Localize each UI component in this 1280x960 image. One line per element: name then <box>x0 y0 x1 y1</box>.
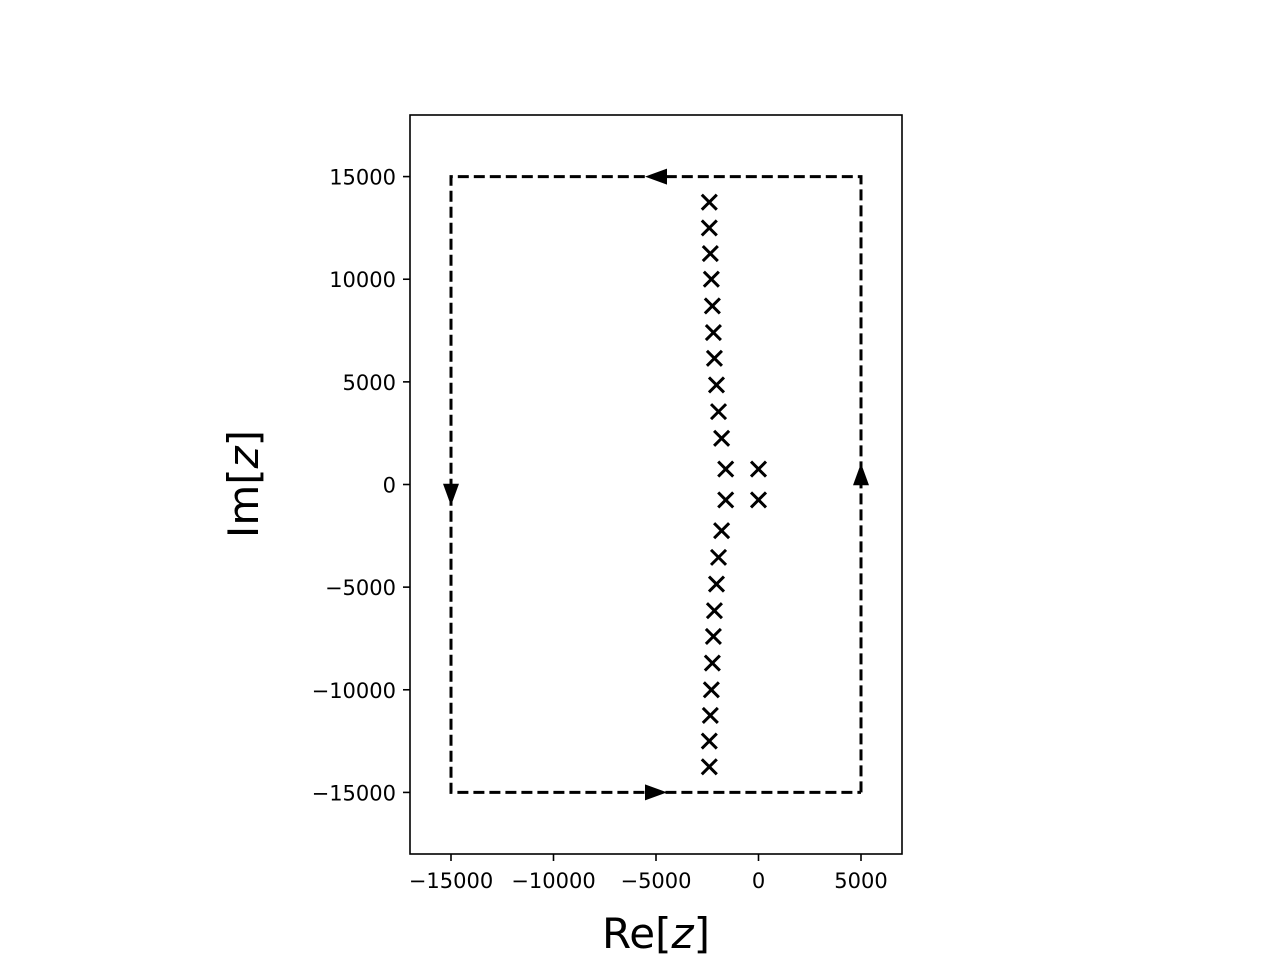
pole-marker <box>717 460 735 478</box>
pole-marker <box>701 706 719 724</box>
y-tick-label: 15000 <box>329 166 396 190</box>
pole-marker <box>749 460 768 478</box>
pole-marker <box>709 403 728 421</box>
x-tick-label: −15000 <box>409 869 493 893</box>
pole-marker <box>713 429 731 447</box>
pole-marker <box>709 548 728 566</box>
pole-marker <box>702 681 720 699</box>
pole-marker <box>702 270 720 288</box>
x-tick-label: −5000 <box>620 869 691 893</box>
pole-marker <box>700 193 718 211</box>
pole-marker <box>749 491 768 509</box>
contour-arrow-right <box>645 784 667 801</box>
pole-marker <box>703 297 721 315</box>
pole-marker <box>700 732 718 750</box>
pole-marker <box>703 654 721 672</box>
contour-arrow-down <box>443 483 459 506</box>
pole-marker <box>704 324 722 342</box>
pole-marker <box>705 602 723 620</box>
pole-marker <box>700 758 718 776</box>
y-tick-label: −10000 <box>312 679 396 703</box>
contour-arrow-left <box>645 168 667 185</box>
y-tick-label: 5000 <box>343 371 396 395</box>
pole-marker <box>717 491 735 509</box>
y-axis-label: Im[z] <box>219 430 268 538</box>
y-tick-label: 10000 <box>329 268 396 292</box>
contour-path <box>449 175 863 794</box>
y-tick-label: 0 <box>383 474 396 498</box>
x-tick-label: −10000 <box>511 869 595 893</box>
pole-marker <box>700 219 718 237</box>
plot-frame <box>409 114 903 855</box>
contour-arrow-up <box>853 463 869 486</box>
axes: −15000 −10000 −5000 0 5000 −15000 −10000 −5000 0… <box>312 166 888 893</box>
pole-marker <box>704 627 722 645</box>
y-tick-label: −5000 <box>325 576 396 600</box>
pole-marker <box>707 575 726 593</box>
pole-marker <box>713 522 731 540</box>
x-tick-label: 0 <box>752 869 765 893</box>
y-tick-label: −15000 <box>312 781 396 805</box>
x-axis-label: Re[z] <box>602 909 710 958</box>
contour-layer <box>443 168 869 801</box>
pole-marker <box>705 349 723 367</box>
pole-marker <box>701 245 719 263</box>
pole-markers <box>700 193 768 776</box>
pole-marker <box>707 376 726 394</box>
plot-area <box>410 115 902 854</box>
x-tick-label: 5000 <box>834 869 887 893</box>
